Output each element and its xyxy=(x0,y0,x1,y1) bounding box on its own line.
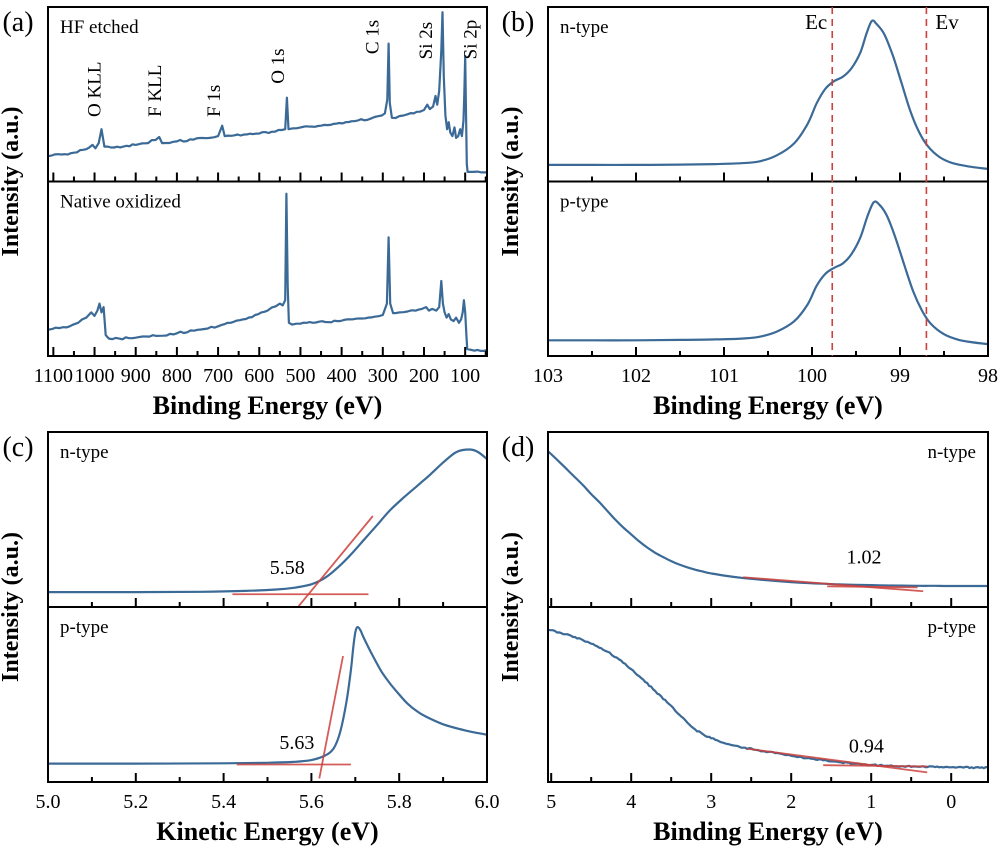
panel-letter: (b) xyxy=(502,7,535,38)
tick-label: 103 xyxy=(533,365,563,387)
x-axis-title: Binding Energy (eV) xyxy=(653,817,883,846)
band-edge-label: Ec xyxy=(805,10,827,34)
subplot-label: p-type xyxy=(560,192,609,213)
tick-label: 100 xyxy=(450,365,480,387)
fit-line xyxy=(318,655,344,779)
peak-label: Si 2p xyxy=(461,20,482,60)
peak-label: F 1s xyxy=(204,85,225,117)
tick-label: 2 xyxy=(786,791,796,813)
fit-line xyxy=(823,764,928,768)
tick-label: 5.4 xyxy=(211,791,236,813)
peak-label: O KLL xyxy=(85,62,106,117)
subplot-label: n-type xyxy=(560,17,609,38)
spectrum-curve xyxy=(48,192,487,352)
subplot-plot-area xyxy=(548,19,988,170)
panel-a: HF etched O KLL F KLL F 1s O 1s C 1s Si 2s Si 2… xyxy=(0,6,488,420)
spectrum-curve xyxy=(548,450,988,588)
tick-label: 3 xyxy=(706,791,716,813)
y-axis-title: Intensity (a.u.) xyxy=(498,106,524,256)
panel-letter: (a) xyxy=(2,7,33,38)
fit-line xyxy=(827,585,918,589)
subplot-box xyxy=(547,606,989,783)
tick-label: 101 xyxy=(709,365,739,387)
y-axis-title: Intensity (a.u.) xyxy=(0,106,24,256)
value-annotation: 5.63 xyxy=(279,732,314,754)
subplot-box xyxy=(47,180,488,357)
subplot-plot-area xyxy=(548,628,988,774)
y-axis-title: Intensity (a.u.) xyxy=(0,532,24,682)
x-axis-title: Kinetic Energy (eV) xyxy=(156,817,378,846)
panel-b: n-type p-type Ec Ev 103 102 101 100 99 98 Binding … xyxy=(498,6,998,420)
subplot-label: HF etched xyxy=(60,17,139,38)
tick-label: 6.0 xyxy=(475,791,500,813)
tick-label: 5.8 xyxy=(387,791,412,813)
subplot-box xyxy=(47,606,488,783)
tick-label: 98 xyxy=(978,365,998,387)
tick-label: 5.6 xyxy=(299,791,324,813)
fit-line xyxy=(296,515,374,607)
tick-label: 700 xyxy=(203,365,233,387)
tick-label: 99 xyxy=(890,365,910,387)
tick-label: 5 xyxy=(546,791,556,813)
y-axis-title: Intensity (a.u.) xyxy=(498,532,524,682)
subplot-label: Native oxidized xyxy=(60,192,181,213)
tick-label: 600 xyxy=(244,365,274,387)
panel-c: n-type 5.58 p-type 5.63 5.0 5.2 5.4 5.6 5.8 6.0 Ki… xyxy=(0,431,500,846)
tick-label: 0 xyxy=(946,791,956,813)
subplot-plot-area xyxy=(548,200,988,346)
subplot-plot-area xyxy=(48,192,487,352)
peak-label: C 1s xyxy=(363,20,384,54)
tick-label: 400 xyxy=(327,365,357,387)
subplot-label: p-type xyxy=(927,617,976,638)
tick-label: 1000 xyxy=(75,365,115,387)
tick-label: 1100 xyxy=(34,365,73,387)
tick-label: 4 xyxy=(626,791,636,813)
spectrum-curve xyxy=(548,19,988,170)
spectrum-curve xyxy=(548,200,988,346)
peak-label: F KLL xyxy=(145,65,166,117)
tick-label: 300 xyxy=(368,365,398,387)
subplot-plot-area xyxy=(48,11,487,174)
panel-letter: (d) xyxy=(502,432,535,463)
tick-label: 5.0 xyxy=(36,791,61,813)
subplot-label: p-type xyxy=(60,617,109,638)
tick-label: 800 xyxy=(162,365,192,387)
peak-label: O 1s xyxy=(268,48,289,83)
subplot-box xyxy=(547,6,989,183)
subplot-box xyxy=(547,180,989,357)
band-edge-label: Ev xyxy=(935,10,959,34)
subplot-label: n-type xyxy=(60,442,109,463)
fit-line xyxy=(747,747,928,774)
tick-label: 100 xyxy=(797,365,827,387)
subplot-plot-area xyxy=(48,625,487,779)
value-annotation: 5.58 xyxy=(270,557,305,579)
tick-label: 900 xyxy=(121,365,151,387)
fit-line xyxy=(743,576,924,593)
tick-label: 500 xyxy=(285,365,315,387)
subplot-label: n-type xyxy=(927,442,976,463)
x-axis-title: Binding Energy (eV) xyxy=(653,391,883,420)
value-annotation: 1.02 xyxy=(847,546,882,568)
tick-label: 102 xyxy=(621,365,651,387)
tick-label: 200 xyxy=(409,365,439,387)
subplot-box xyxy=(47,431,488,608)
tick-label: 1 xyxy=(866,791,876,813)
panel-d: n-type 1.02 p-type 0.94 5 4 3 2 1 0 Binding Energy… xyxy=(498,431,989,846)
spectrum-curve xyxy=(48,11,487,174)
subplot-plot-area xyxy=(48,448,487,607)
peak-label: Si 2s xyxy=(416,22,437,60)
subplot-plot-area xyxy=(548,450,988,593)
value-annotation: 0.94 xyxy=(849,735,884,757)
x-axis-title: Binding Energy (eV) xyxy=(153,391,383,420)
panel-letter: (c) xyxy=(2,432,33,463)
spectrum-curve xyxy=(48,625,487,765)
spectrum-curve xyxy=(548,628,988,770)
tick-label: 5.2 xyxy=(123,791,148,813)
spectrum-curve xyxy=(48,448,487,594)
